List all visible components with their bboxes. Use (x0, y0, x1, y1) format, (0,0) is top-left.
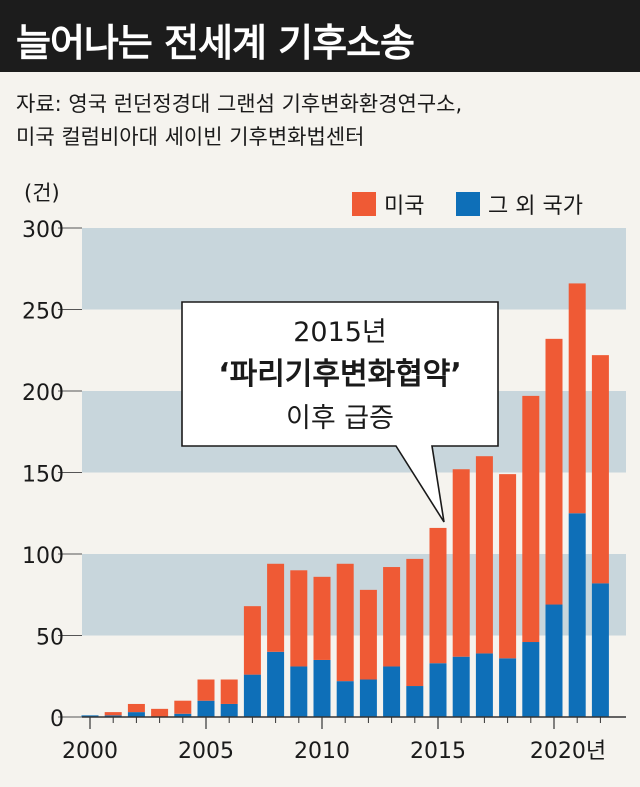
bar-other (127, 712, 145, 717)
bar-us (313, 576, 331, 660)
bar-other (383, 666, 401, 717)
bar-other (243, 674, 261, 717)
bar-other (406, 686, 424, 717)
title-bar: 늘어나는 전세계 기후소송 (0, 0, 640, 72)
bar-us (591, 355, 609, 584)
legend: 미국 그 외 국가 (352, 192, 583, 219)
bar-us (127, 703, 145, 713)
bar-other (591, 583, 609, 717)
bar-us (475, 456, 493, 654)
bar-other (81, 715, 99, 717)
bar-other (336, 681, 354, 717)
annotation-callout: 2015년 ‘파리기후변화협약’ 이후 급증 (181, 301, 499, 523)
legend-label-us: 미국 (384, 194, 424, 219)
bar-other (452, 656, 470, 717)
bar-other (174, 713, 192, 717)
legend-swatch-us (352, 192, 376, 216)
bar-us (197, 679, 215, 701)
bar-us (151, 708, 169, 717)
bar-us (499, 474, 517, 659)
x-tick-label: 2020년 (530, 739, 606, 764)
bar-other (522, 642, 540, 717)
bar-us (336, 563, 354, 682)
bar-other (359, 679, 377, 717)
bar-us (267, 563, 285, 652)
y-tick-label: 0 (50, 707, 64, 732)
callout-box (181, 301, 499, 523)
x-tick-label: 2005 (178, 739, 234, 764)
bar-us (568, 283, 586, 514)
bar-us (174, 700, 192, 714)
annotation-line-3: 이후 급증 (286, 403, 394, 434)
grid-band (82, 228, 626, 310)
bar-other (313, 659, 331, 717)
bar-us (243, 606, 261, 675)
y-tick-label: 300 (22, 218, 64, 243)
bar-other (220, 703, 238, 717)
bar-us (452, 469, 470, 657)
bar-other (545, 604, 563, 717)
y-tick-label: 200 (22, 381, 64, 406)
bar-us (383, 567, 401, 667)
x-tick-label: 2010 (294, 739, 350, 764)
bar-us (429, 527, 447, 664)
bars (81, 283, 609, 717)
bar-other (197, 700, 215, 717)
chart-title: 늘어나는 전세계 기후소송 (16, 21, 415, 65)
bar-other (104, 715, 122, 717)
bar-us (522, 395, 540, 643)
bar-other (290, 666, 308, 717)
y-unit-label: (건) (24, 181, 60, 205)
source-note: 자료: 영국 런던정경대 그랜섬 기후변화환경연구소, 미국 컬럼비아대 세이빈… (16, 88, 626, 154)
bar-us (290, 570, 308, 667)
grid-band (82, 554, 626, 636)
bar-us (406, 558, 424, 687)
source-line-2: 미국 컬럼비아대 세이빈 기후변화법센터 (16, 125, 365, 149)
legend-swatch-other (456, 192, 480, 216)
y-axis: 0 50 100 150 200 250 300 (22, 218, 82, 732)
y-tick-label: 150 (22, 463, 64, 488)
legend-label-other: 그 외 국가 (488, 194, 583, 219)
x-axis: 2000 2005 2010 2015 2020년 (62, 716, 626, 764)
annotation-line-2: ‘파리기후변화협약’ (218, 357, 462, 392)
bar-us (545, 338, 563, 605)
bar-other (267, 651, 285, 717)
bar-other (429, 663, 447, 717)
annotation-line-1: 2015년 (293, 317, 387, 348)
x-tick-label: 2015 (410, 739, 466, 764)
bar-other (499, 658, 517, 717)
source-line-1: 자료: 영국 런던정경대 그랜섬 기후변화환경연구소, (16, 92, 463, 116)
bar-other (568, 513, 586, 717)
bar-us (220, 679, 238, 704)
bar-other (475, 653, 493, 717)
bar-us (359, 589, 377, 680)
y-tick-label: 100 (22, 544, 64, 569)
y-tick-label: 250 (22, 300, 64, 325)
bar-us (104, 712, 122, 716)
y-tick-label: 50 (36, 626, 64, 651)
x-tick-label: 2000 (62, 739, 118, 764)
